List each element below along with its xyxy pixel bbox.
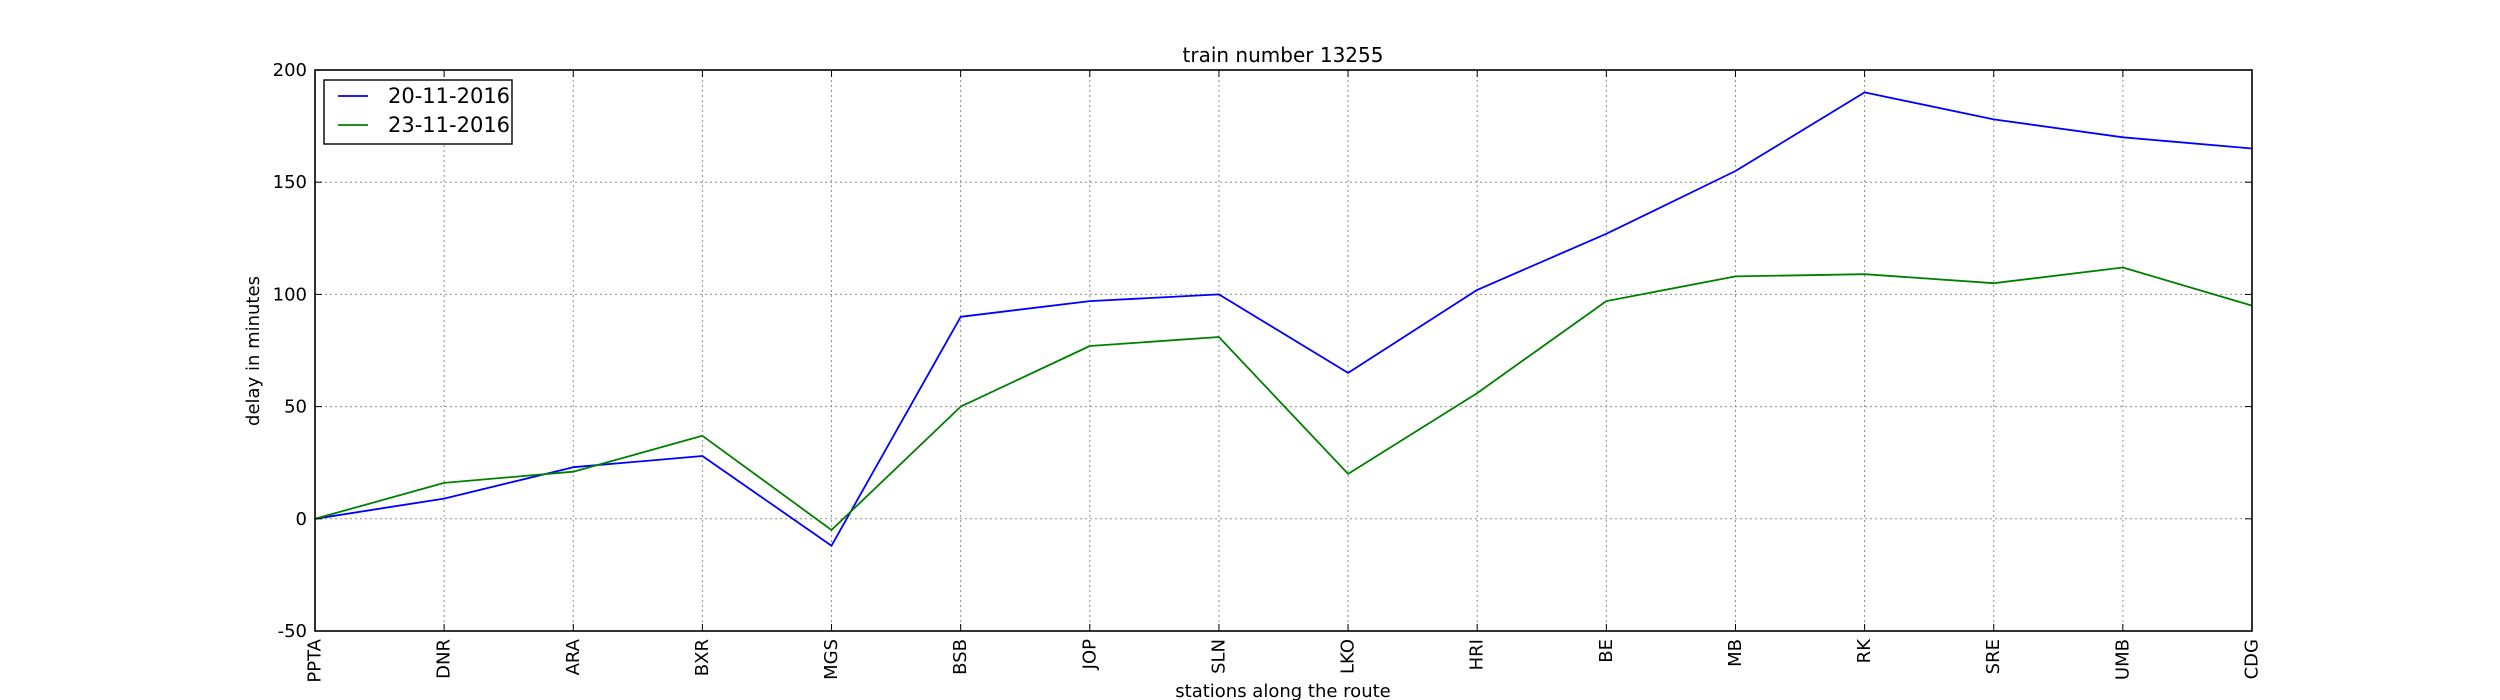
x-tick-label: LKO — [1338, 639, 1359, 674]
x-tick-label: BSB — [950, 639, 971, 675]
x-tick-label: CDG — [2242, 639, 2263, 679]
y-tick-label: 200 — [273, 60, 307, 81]
legend-box — [323, 79, 513, 145]
series-line-2 — [314, 266, 2253, 531]
x-tick-label: ARA — [563, 638, 584, 675]
legend-label-series-1: 20-11-2016 — [388, 84, 510, 108]
x-tick-label: MB — [1725, 639, 1746, 667]
x-tick-label: MGS — [821, 639, 842, 680]
x-tick-label: JOP — [1079, 639, 1100, 670]
x-axis-ticks: PPTA DNR ARA BXR MGS BSB JOP SLN LKO HRI BE MB RK SRE… — [305, 70, 2263, 683]
y-axis-ticks: -50 0 50 100 150 200 — [273, 60, 2252, 642]
x-tick-label: SRE — [1983, 639, 2004, 674]
x-tick-label: SLN — [1208, 639, 1229, 674]
legend: 20-11-2016 23-11-2016 — [323, 79, 513, 145]
x-tick-label: UMB — [2112, 639, 2133, 680]
x-tick-label: HRI — [1467, 639, 1488, 670]
x-tick-label: RK — [1854, 638, 1875, 664]
y-tick-label: 0 — [296, 509, 307, 530]
y-tick-label: 100 — [273, 284, 307, 305]
grid-lines — [315, 70, 2252, 631]
chart-title: train number 13255 — [1183, 43, 1384, 67]
plot-frame — [314, 69, 2253, 632]
x-tick-label: BE — [1596, 639, 1617, 663]
x-axis-label: stations along the route — [1175, 681, 1390, 700]
series-lines — [314, 91, 2253, 547]
y-tick-label: -50 — [278, 621, 307, 642]
y-tick-label: 50 — [284, 397, 307, 418]
x-tick-label: DNR — [434, 639, 455, 679]
y-tick-label: 150 — [273, 172, 307, 193]
y-axis-label: delay in minutes — [243, 276, 264, 426]
series-line-1 — [314, 91, 2253, 547]
x-tick-label: PPTA — [305, 638, 326, 682]
legend-label-series-2: 23-11-2016 — [388, 113, 510, 137]
x-tick-label: BXR — [692, 639, 713, 676]
